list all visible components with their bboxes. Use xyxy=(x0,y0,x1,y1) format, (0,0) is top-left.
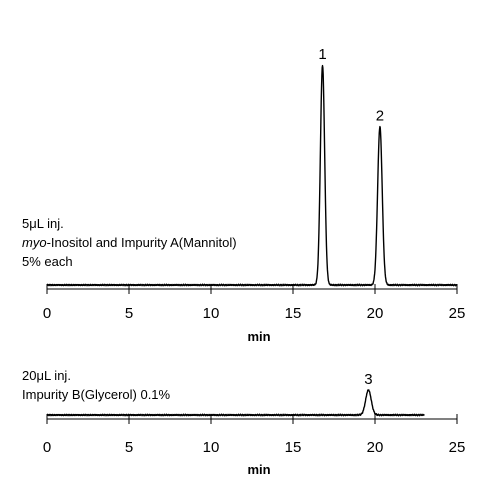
chromatogram-bottom: 20μL inj. Impurity B(Glycerol) 0.1% min … xyxy=(22,368,465,477)
sample-name-label: Impurity B(Glycerol) 0.1% xyxy=(22,387,171,402)
x-axis-title: min xyxy=(247,329,270,344)
x-tick-label: 5 xyxy=(125,305,133,322)
svg-text:myo-Inositol and Impurity A(Ma: myo-Inositol and Impurity A(Mannitol) xyxy=(22,235,237,250)
x-tick-label: 10 xyxy=(203,305,220,322)
chromatogram-top: 5μL inj. myo-Inositol and Impurity A(Man… xyxy=(22,46,465,344)
x-tick-label: 0 xyxy=(43,305,51,322)
x-tick-label: 15 xyxy=(285,439,302,456)
x-tick-label: 25 xyxy=(449,439,466,456)
concentration-label: 5% each xyxy=(22,254,73,269)
x-tick-label: 20 xyxy=(367,305,384,322)
sample-name-prefix: myo xyxy=(22,235,47,250)
chromatogram-trace xyxy=(46,64,458,287)
peak-label: 2 xyxy=(376,108,384,125)
sample-name-rest: -Inositol and Impurity A(Mannitol) xyxy=(47,235,237,250)
x-tick-label: 25 xyxy=(449,305,466,322)
injection-volume-label: 20μL inj. xyxy=(22,368,71,383)
chromatogram-trace xyxy=(46,389,425,417)
x-axis-title: min xyxy=(247,462,270,477)
peak-label: 3 xyxy=(364,371,372,388)
x-tick-label: 15 xyxy=(285,305,302,322)
x-tick-label: 0 xyxy=(43,439,51,456)
injection-volume-label: 5μL inj. xyxy=(22,216,64,231)
x-tick-label: 10 xyxy=(203,439,220,456)
x-tick-label: 5 xyxy=(125,439,133,456)
peak-label: 1 xyxy=(318,46,326,63)
x-tick-label: 20 xyxy=(367,439,384,456)
